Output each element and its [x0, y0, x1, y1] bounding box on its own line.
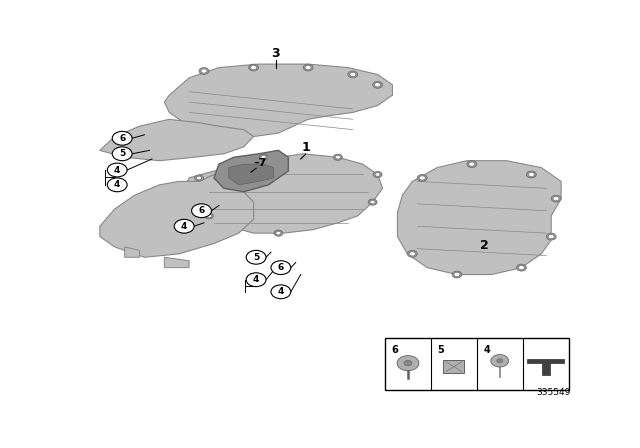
Circle shape — [350, 73, 356, 77]
Circle shape — [370, 200, 375, 204]
Text: 4: 4 — [114, 165, 120, 175]
Circle shape — [271, 285, 291, 299]
Polygon shape — [100, 174, 253, 257]
Circle shape — [205, 213, 213, 219]
Circle shape — [276, 232, 281, 235]
Circle shape — [547, 233, 556, 240]
Circle shape — [368, 199, 377, 205]
Polygon shape — [397, 161, 561, 275]
Circle shape — [452, 271, 462, 278]
Text: 335549: 335549 — [537, 388, 571, 397]
Circle shape — [408, 250, 417, 257]
Text: 6: 6 — [198, 206, 205, 215]
FancyBboxPatch shape — [444, 360, 464, 373]
Circle shape — [348, 71, 358, 78]
Circle shape — [195, 175, 204, 181]
Polygon shape — [125, 247, 140, 257]
Circle shape — [375, 173, 380, 176]
Text: –7: –7 — [253, 158, 267, 168]
Polygon shape — [214, 151, 288, 192]
Circle shape — [373, 172, 382, 177]
FancyBboxPatch shape — [385, 338, 568, 390]
Circle shape — [553, 197, 559, 201]
Circle shape — [333, 154, 342, 160]
Circle shape — [112, 147, 132, 161]
Text: 5: 5 — [438, 345, 444, 355]
Circle shape — [271, 261, 291, 275]
Circle shape — [261, 155, 266, 159]
Circle shape — [207, 214, 211, 218]
Polygon shape — [229, 164, 273, 185]
Circle shape — [305, 65, 311, 69]
Text: 1: 1 — [301, 141, 310, 154]
Text: 4: 4 — [278, 287, 284, 296]
Circle shape — [372, 82, 383, 88]
Circle shape — [191, 204, 211, 218]
Polygon shape — [164, 257, 189, 267]
Circle shape — [274, 230, 283, 236]
Circle shape — [246, 273, 266, 287]
Circle shape — [454, 272, 460, 276]
Text: 2: 2 — [480, 239, 488, 252]
Circle shape — [246, 250, 266, 264]
Text: 6: 6 — [392, 345, 399, 355]
Text: 5: 5 — [253, 253, 259, 262]
Polygon shape — [164, 64, 392, 137]
Text: 4: 4 — [483, 345, 490, 355]
Circle shape — [551, 195, 561, 202]
Circle shape — [374, 83, 381, 87]
Circle shape — [491, 354, 509, 367]
Circle shape — [497, 359, 502, 363]
Circle shape — [548, 234, 554, 239]
Circle shape — [199, 68, 209, 74]
Text: 4: 4 — [181, 222, 188, 231]
Circle shape — [419, 176, 425, 180]
Circle shape — [516, 264, 527, 271]
Circle shape — [196, 176, 202, 180]
Text: 6: 6 — [119, 134, 125, 143]
Circle shape — [417, 175, 428, 181]
Circle shape — [518, 266, 524, 270]
Circle shape — [469, 162, 475, 166]
Polygon shape — [184, 154, 383, 233]
Text: 4: 4 — [253, 275, 259, 284]
Circle shape — [174, 220, 194, 233]
Circle shape — [467, 161, 477, 168]
Circle shape — [251, 65, 257, 69]
Circle shape — [410, 252, 415, 256]
Polygon shape — [100, 119, 253, 161]
Text: 6: 6 — [278, 263, 284, 272]
Circle shape — [404, 361, 412, 366]
Circle shape — [112, 131, 132, 145]
Circle shape — [108, 163, 127, 177]
Circle shape — [526, 171, 536, 178]
Text: 3: 3 — [271, 47, 280, 60]
Circle shape — [201, 69, 207, 73]
Circle shape — [397, 356, 419, 371]
Text: 5: 5 — [119, 149, 125, 158]
Text: 4: 4 — [114, 181, 120, 190]
Circle shape — [108, 178, 127, 192]
Circle shape — [529, 172, 534, 177]
Circle shape — [335, 155, 340, 159]
Circle shape — [303, 64, 313, 71]
Polygon shape — [527, 359, 564, 375]
Circle shape — [248, 64, 259, 71]
Circle shape — [259, 154, 268, 160]
